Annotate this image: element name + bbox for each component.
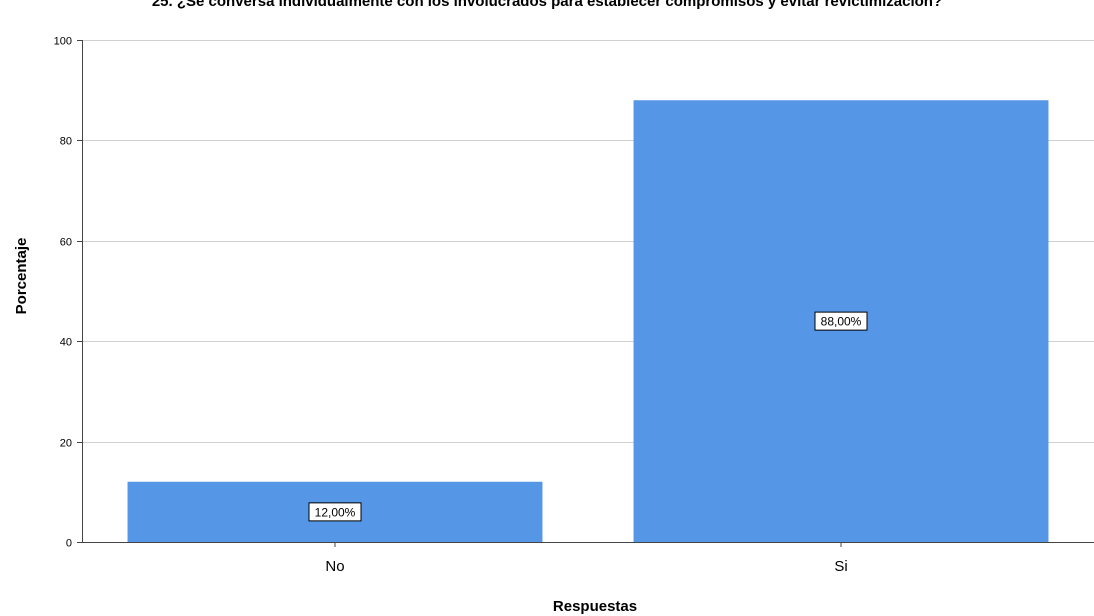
- y-tick-label: 0: [66, 538, 72, 550]
- x-tick-label: No: [325, 558, 344, 575]
- y-axis-title: Porcentaje: [13, 238, 30, 315]
- y-tick-label: 60: [60, 237, 72, 249]
- chart-title: 25. ¿Se conversa individualmente con los…: [151, 0, 943, 10]
- data-label-box: [814, 311, 868, 331]
- data-label: 12,00%: [315, 505, 356, 519]
- y-tick-label: 80: [60, 136, 72, 148]
- y-tick-label: 100: [54, 36, 72, 48]
- y-tick-label: 20: [60, 438, 72, 450]
- x-axis-title: Respuestas: [553, 598, 637, 615]
- data-label-box: [308, 502, 362, 522]
- x-tick-label: Si: [834, 558, 847, 575]
- axes: 0 20 40 60 80 100 No Si: [54, 36, 1094, 575]
- bars: [127, 100, 1049, 543]
- y-tick-label: 40: [60, 337, 72, 349]
- data-label: 88,00%: [821, 315, 862, 329]
- data-labels: 12,00% 88,00%: [308, 311, 868, 522]
